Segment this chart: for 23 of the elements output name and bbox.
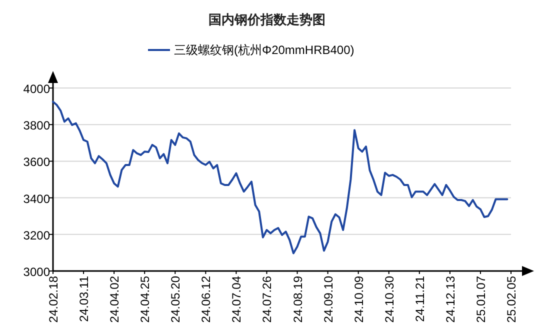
y-tick-label: 3600	[23, 155, 50, 170]
x-tick-label: 24.06.12	[199, 276, 214, 323]
x-tick-label: 24.07.04	[230, 276, 244, 323]
x-tick-label: 24.10.09	[352, 276, 366, 323]
x-tick-label: 24.10.30	[382, 276, 396, 323]
x-tick-label: 24.05.20	[168, 276, 183, 323]
y-tick-label: 3200	[23, 228, 50, 242]
chart-title: 国内钢价指数走势图	[208, 12, 326, 27]
legend-label: 三级螺纹钢(杭州Φ20mmHRB400)	[174, 43, 354, 57]
x-tick-label: 24.08.19	[290, 276, 305, 323]
y-tick-label: 3400	[23, 192, 50, 206]
x-tick-label: 24.03.11	[77, 276, 92, 322]
x-tick-label: 24.04.02	[108, 276, 122, 323]
y-tick-label: 3800	[23, 118, 50, 133]
y-tick-label: 4000	[23, 82, 50, 96]
x-tick-label: 24.09.10	[321, 276, 336, 323]
x-tick-label: 25.01.07	[474, 276, 488, 323]
line-series	[52, 100, 508, 254]
x-tick-label: 24.12.13	[443, 276, 458, 323]
x-tick-label: 24.04.25	[138, 276, 152, 323]
x-tick-label: 24.07.26	[260, 276, 274, 323]
x-tick-label: 24.11.21	[412, 276, 427, 322]
x-tick-label: 25.02.05	[504, 276, 518, 323]
